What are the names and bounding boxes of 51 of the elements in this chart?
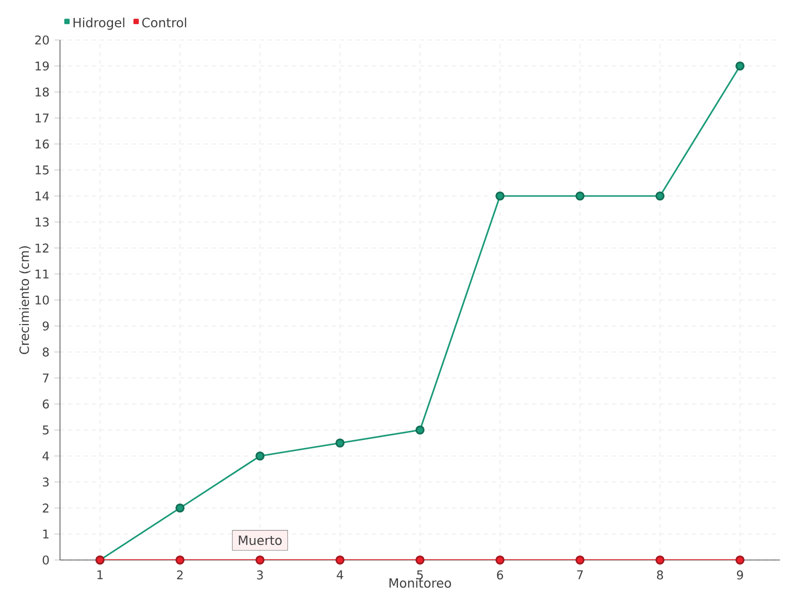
point (255, 555, 265, 565)
point (415, 555, 425, 565)
y-tick-label: 12 (36, 244, 48, 252)
y-tick-label: 1 (43, 530, 48, 538)
point (735, 61, 745, 71)
y-tick-label: 14 (36, 192, 49, 200)
legend-label: Control (142, 18, 186, 28)
y-tick-label: 20 (35, 35, 49, 45)
point (335, 438, 345, 448)
point (575, 555, 585, 565)
y-tick-label: 15 (36, 166, 49, 174)
point (575, 191, 585, 201)
x-tick-label: 6 (497, 570, 504, 580)
y-tick-label: 10 (36, 295, 49, 305)
y-tick-label: 2 (42, 504, 48, 512)
x-tick-label: 8 (656, 570, 663, 580)
x-tick-label: 2 (177, 570, 183, 580)
y-tick-label: 18 (36, 87, 49, 97)
y-tick-label: 4 (42, 452, 49, 460)
point (335, 555, 345, 565)
point (655, 555, 665, 565)
y-tick-label: 9 (42, 321, 49, 331)
point (495, 191, 505, 201)
point (735, 555, 745, 565)
y-tick-label: 5 (42, 426, 49, 434)
x-tick-label: 9 (736, 570, 743, 580)
y-tick-label: 13 (36, 217, 49, 227)
x-tick-label: 4 (336, 570, 344, 580)
point (175, 555, 185, 565)
legend-label: Hidrogel (74, 18, 124, 30)
x-tick-label: 5 (417, 570, 423, 580)
y-tick-label: 19 (36, 61, 49, 71)
y-tick-label: 6 (42, 399, 49, 409)
point (655, 191, 665, 201)
annotation: Muerto (238, 536, 282, 546)
point (495, 555, 505, 565)
x-axis-title: Monitoreo (390, 578, 452, 588)
y-axis-title: Crecimiento (cm) (19, 246, 31, 354)
y-tick-label: 17 (36, 114, 49, 122)
x-tick-label: 3 (257, 570, 263, 580)
point (255, 451, 265, 461)
x-tick-label: 7 (577, 570, 583, 580)
y-tick-label: 16 (36, 139, 49, 149)
y-tick-label: 3 (42, 477, 49, 487)
y-tick-label: 11 (36, 270, 48, 278)
point (175, 503, 185, 513)
x-tick-label: 1 (98, 570, 103, 580)
y-tick-label: 7 (42, 374, 49, 382)
y-tick-label: 8 (42, 347, 49, 357)
y-tick-label: 0 (42, 555, 49, 565)
point (415, 425, 425, 435)
